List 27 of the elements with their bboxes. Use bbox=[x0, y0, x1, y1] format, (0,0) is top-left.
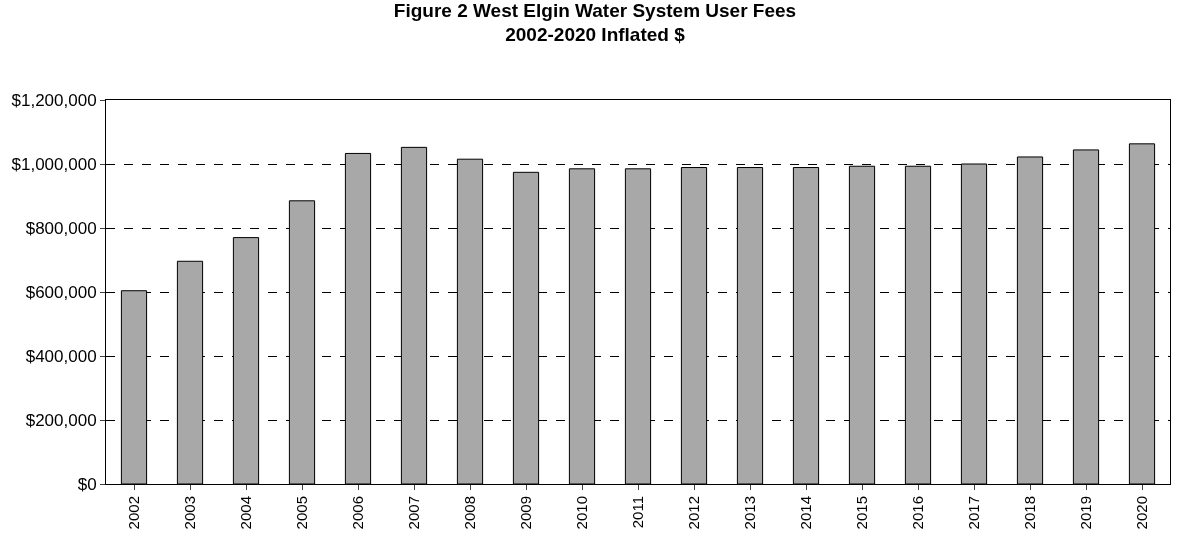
x-tick-label: 2008 bbox=[460, 496, 478, 530]
x-tick-label: 2005 bbox=[292, 496, 310, 530]
x-tick-label: 2012 bbox=[684, 496, 702, 530]
y-tick-label: $400,000 bbox=[25, 346, 97, 366]
x-tick-label: 2009 bbox=[516, 496, 534, 530]
x-tick-label: 2006 bbox=[348, 496, 366, 530]
y-tick-label: $1,200,000 bbox=[11, 90, 97, 110]
y-tick-label: $0 bbox=[77, 474, 97, 494]
y-tick-label: $800,000 bbox=[25, 218, 97, 238]
x-tick-label: 2002 bbox=[124, 496, 142, 530]
y-tick-label: $600,000 bbox=[25, 282, 97, 302]
x-tick-label: 2017 bbox=[964, 496, 982, 530]
x-tick-label: 2019 bbox=[1076, 496, 1094, 530]
y-tick-label: $200,000 bbox=[25, 410, 97, 430]
x-tick-label: 2013 bbox=[740, 496, 758, 530]
chart-title: Figure 2 West Elgin Water System User Fees 2002-2020 Inflated $ bbox=[393, 0, 797, 46]
x-tick-label: 2014 bbox=[796, 496, 814, 530]
y-tick-label: $1,000,000 bbox=[11, 154, 97, 174]
x-tick-label: 2015 bbox=[852, 496, 870, 530]
x-tick-label: 2007 bbox=[404, 496, 422, 530]
x-tick-label: 2004 bbox=[236, 496, 254, 530]
x-tick-label: 2020 bbox=[1132, 496, 1150, 530]
x-tick-label: 2010 bbox=[572, 496, 590, 530]
x-tick-label: 2011 bbox=[628, 496, 646, 529]
x-tick-label: 2018 bbox=[1020, 496, 1038, 530]
x-tick-label: 2003 bbox=[180, 496, 198, 530]
x-tick-label: 2016 bbox=[908, 496, 926, 530]
